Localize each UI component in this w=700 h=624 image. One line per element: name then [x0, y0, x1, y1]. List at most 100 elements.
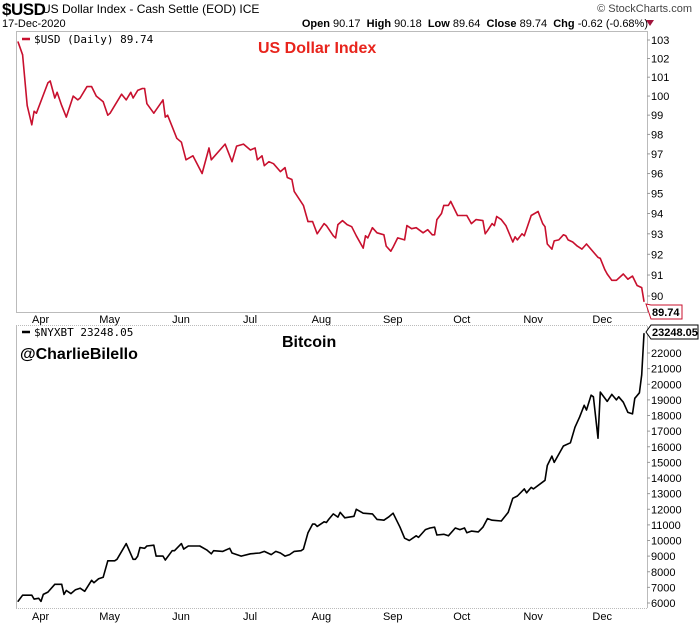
usd-series-line-point [79, 97, 81, 99]
btc-series-line-point [355, 508, 357, 510]
chg-label: Chg [553, 18, 575, 30]
btc-series-line-point [259, 552, 261, 554]
usd-series-line-point [141, 87, 143, 90]
usd-last-value: 89.74 [652, 307, 680, 319]
down-arrow-icon [646, 20, 654, 26]
usd-series-line-point [341, 219, 344, 222]
btc-series-line-point [512, 497, 514, 499]
btc-y-tick-label: 14000 [651, 473, 682, 485]
btc-series-line-point [222, 550, 224, 553]
usd-series-line-point [599, 257, 601, 260]
btc-y-tick-label: 21000 [651, 364, 682, 376]
btc-series-line-point [622, 401, 624, 403]
usd-legend: $USD (Daily) 89.74 [34, 33, 154, 46]
usd-series-line-point [606, 273, 608, 275]
btc-series-line-point [311, 523, 314, 525]
usd-series-line-point [254, 147, 256, 149]
btc-series-line-point [454, 527, 456, 529]
usd-series-line-point [307, 220, 309, 223]
usd-series-line-point [553, 240, 555, 242]
usd-y-tick-label: 92 [651, 249, 663, 261]
exchange: ICE [239, 2, 260, 16]
open-value: 90.17 [333, 18, 361, 30]
usd-series-line-point [137, 89, 139, 92]
btc-series-line-point [293, 550, 295, 553]
btc-series-line-point [65, 589, 67, 592]
usd-series-line-point [346, 224, 348, 226]
btc-series-line-point [526, 492, 528, 494]
chart-date: 17-Dec-2020 [2, 18, 66, 30]
btc-series-line-point [574, 426, 576, 428]
usd-series-line-point [302, 204, 304, 207]
usd-series-line-point [641, 286, 643, 289]
usd-series-line-point [311, 220, 314, 223]
usd-series-line-point [496, 215, 498, 218]
btc-series-line-point [63, 593, 65, 596]
btc-series-line-point [270, 553, 272, 556]
btc-series-line-point [643, 332, 645, 335]
btc-series-line-point [337, 516, 339, 518]
usd-series-line-point [31, 124, 33, 126]
btc-series-line-point [328, 518, 330, 521]
usd-series-line-point [316, 233, 318, 235]
usd-series-line [17, 41, 645, 302]
btc-series-line-point [634, 397, 636, 399]
usd-series-line-point [143, 87, 146, 90]
usd-series-line-point [512, 241, 514, 243]
usd-series-line-point [546, 243, 548, 245]
close-value: 89.74 [519, 18, 548, 30]
usd-series-line-point [631, 275, 634, 277]
btc-series-line-point [146, 545, 148, 547]
btc-series-line-point [40, 600, 42, 603]
btc-y-tick-label: 18000 [651, 411, 682, 423]
usd-series-line-point [208, 147, 210, 149]
usd-series-line-point [180, 141, 183, 143]
usd-series-line-point [491, 223, 493, 225]
usd-series-line-point [443, 204, 445, 207]
usd-series-line-point [390, 250, 392, 252]
usd-series-line-point [109, 112, 111, 114]
usd-series-line-point [86, 86, 88, 88]
usd-series-line-point [192, 155, 194, 157]
btc-series-line-point [38, 597, 40, 599]
usd-series-line-point [470, 223, 472, 225]
usd-y-tick-label: 100 [651, 91, 669, 103]
usd-series-line-point [558, 239, 560, 241]
usd-series-line-point [493, 225, 496, 227]
btc-series-line-point [482, 526, 484, 528]
btc-series-line-point [84, 590, 86, 592]
btc-series-line-point [546, 464, 548, 467]
btc-series-line-point [507, 511, 509, 513]
btc-series-line-point [47, 591, 49, 593]
usd-series-line-point [415, 227, 417, 229]
stockcharts-copyright[interactable]: © StockCharts.com [597, 3, 692, 15]
btc-series-line-point [433, 526, 436, 528]
usd-series-line-point [440, 212, 443, 215]
usd-series-line-point [61, 104, 63, 107]
open-label: Open [301, 18, 330, 30]
btc-series-line-point [578, 416, 581, 418]
usd-y-tick-label: 99 [651, 110, 663, 122]
usd-x-tick-label: Oct [453, 314, 470, 326]
btc-legend: $NYXBT 23248.05 [34, 326, 133, 339]
btc-x-tick-label: Oct [453, 611, 470, 623]
usd-series-line-point [544, 226, 546, 228]
btc-series-line-point [597, 437, 599, 439]
btc-series-line-point [530, 486, 532, 488]
btc-series-line-point [288, 553, 291, 556]
usd-series-line-point [565, 235, 567, 237]
usd-series-line-point [166, 114, 169, 116]
usd-y-tick-label: 96 [651, 169, 663, 181]
usd-y-tick-label: 101 [651, 72, 669, 84]
high-value: 90.18 [394, 18, 422, 30]
usd-series-line-point [293, 190, 295, 193]
btc-series-line-point [153, 544, 155, 546]
usd-series-line-point [436, 218, 438, 221]
btc-series-line-point [344, 517, 346, 519]
ohlc-summary: Open 90.17 High 90.18 Low 89.64 Close 89… [302, 18, 648, 30]
usd-series-line-point [456, 214, 459, 217]
btc-series-line [17, 333, 645, 603]
usd-series-line-point [406, 225, 408, 227]
btc-y-tick-label: 15000 [651, 457, 682, 469]
